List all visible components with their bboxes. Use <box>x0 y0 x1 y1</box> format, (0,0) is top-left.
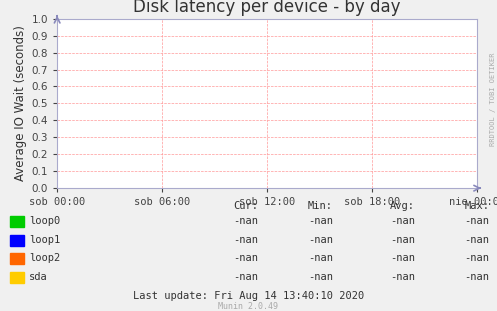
Text: Avg:: Avg: <box>390 201 415 211</box>
Text: -nan: -nan <box>234 216 258 226</box>
Text: Min:: Min: <box>308 201 333 211</box>
Text: -nan: -nan <box>390 216 415 226</box>
Text: Munin 2.0.49: Munin 2.0.49 <box>219 302 278 311</box>
Text: -nan: -nan <box>390 234 415 245</box>
Text: -nan: -nan <box>308 234 333 245</box>
Text: -nan: -nan <box>308 253 333 263</box>
Text: loop0: loop0 <box>29 216 60 226</box>
Text: loop2: loop2 <box>29 253 60 263</box>
Text: -nan: -nan <box>390 253 415 263</box>
Text: -nan: -nan <box>308 216 333 226</box>
Text: loop1: loop1 <box>29 234 60 245</box>
Text: -nan: -nan <box>465 272 490 282</box>
Text: Max:: Max: <box>465 201 490 211</box>
Text: -nan: -nan <box>308 272 333 282</box>
Text: -nan: -nan <box>234 253 258 263</box>
Text: -nan: -nan <box>465 216 490 226</box>
Y-axis label: Average IO Wait (seconds): Average IO Wait (seconds) <box>14 26 27 181</box>
Text: Cur:: Cur: <box>234 201 258 211</box>
Text: -nan: -nan <box>465 253 490 263</box>
Text: RRDTOOL / TOBI OETIKER: RRDTOOL / TOBI OETIKER <box>490 53 496 146</box>
Text: sda: sda <box>29 272 48 282</box>
Text: -nan: -nan <box>234 234 258 245</box>
Text: -nan: -nan <box>234 272 258 282</box>
Title: Disk latency per device - by day: Disk latency per device - by day <box>133 0 401 16</box>
Text: -nan: -nan <box>465 234 490 245</box>
Text: Last update: Fri Aug 14 13:40:10 2020: Last update: Fri Aug 14 13:40:10 2020 <box>133 291 364 301</box>
Text: -nan: -nan <box>390 272 415 282</box>
